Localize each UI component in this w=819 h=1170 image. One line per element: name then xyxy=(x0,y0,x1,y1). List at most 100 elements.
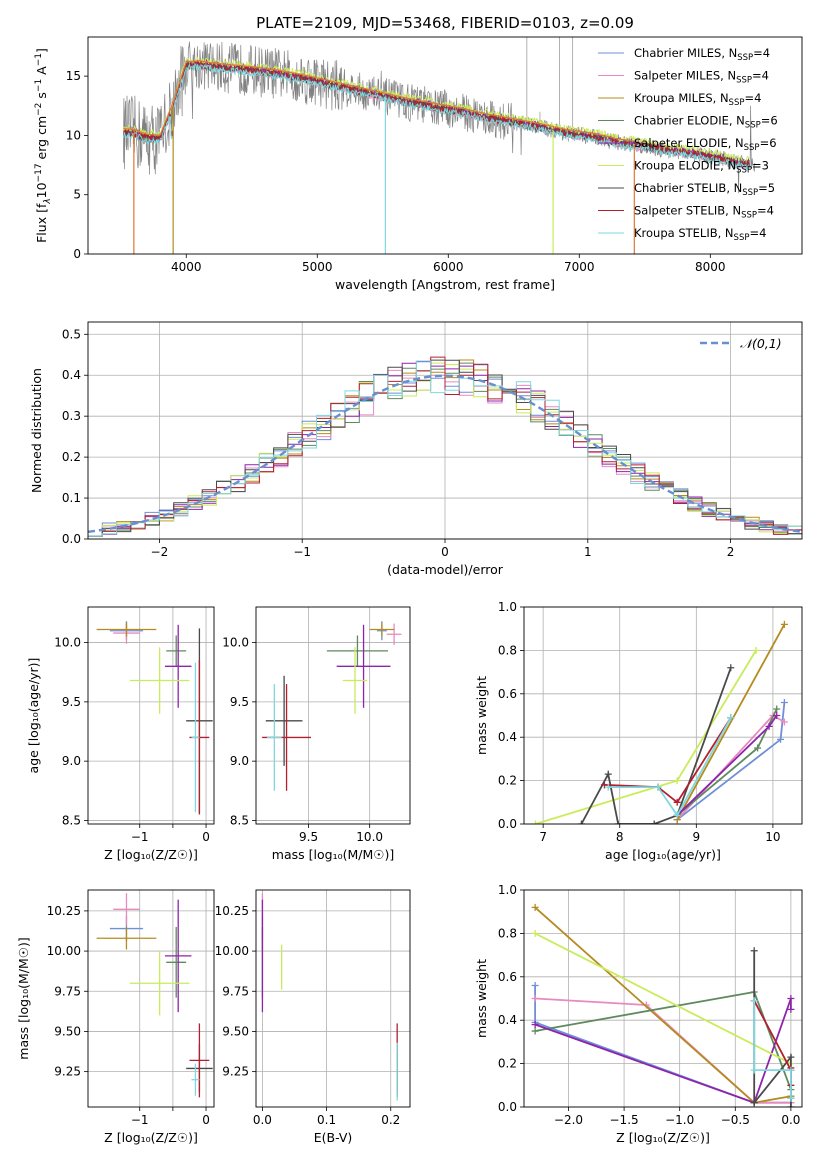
legend-label-tail: =6 xyxy=(760,136,777,150)
y-axis-label: mass weight xyxy=(474,676,489,755)
y-tick-label: 1.0 xyxy=(498,600,517,614)
weight-marker xyxy=(673,811,681,819)
weight-marker xyxy=(773,712,781,719)
weight-marker xyxy=(604,770,612,778)
axes-frame xyxy=(87,36,803,255)
legend-label-base: Salpeter ELODIE, N xyxy=(634,136,744,150)
y-tick-label: 10.0 xyxy=(54,636,81,650)
y-tick-label: 10.0 xyxy=(222,636,249,650)
axes-frame xyxy=(87,606,215,825)
x-tick-label: 0 xyxy=(441,545,449,559)
x-tick-label: −1 xyxy=(131,1113,149,1127)
y-tick-label: 10 xyxy=(66,128,81,142)
y-tick-label: 0.0 xyxy=(498,817,517,831)
x-tick-label: 0.1 xyxy=(317,1113,336,1127)
x-tick-label: −1 xyxy=(293,545,311,559)
axes: 9.5 10.0 8.5 9.0 9.5 10.0 mass [log₁₀(M/M☉)] xyxy=(222,606,411,862)
mass-weight-vs-age-panel: 7 8 9 10 0.0 0.2 0.4 0.6 0.8 1.0 age [log₁₀(age/yr… xyxy=(474,600,803,862)
mass-weight-vs-Z-panel: −2.0 −1.5 −1.0 −0.5 0.0 0.0 0.2 0.4 0.6 0.8 1.0 Z [… xyxy=(474,883,803,1145)
y-tick-label: 10.00 xyxy=(215,944,249,958)
legend-label-base: Chabrier MILES, N xyxy=(634,46,737,60)
x-tick-label: −0.5 xyxy=(721,1113,750,1127)
weight-marker xyxy=(650,820,658,824)
weight-marker xyxy=(787,1005,795,1013)
weight-line-kroupa-miles xyxy=(534,906,792,1104)
model-line-kroupa-stelib xyxy=(122,62,750,170)
legend-label-tail: =4 xyxy=(749,226,766,240)
weight-marker xyxy=(787,1103,795,1107)
y-tick-label: 1.0 xyxy=(498,883,517,897)
y-tick-label: 8.5 xyxy=(62,813,81,827)
histogram-salpeter-stelib xyxy=(88,356,802,537)
x-axis-label: age [log₁₀(age/yr)] xyxy=(605,847,721,862)
y-label-part: ] xyxy=(34,48,49,53)
y-label-part: −17 xyxy=(34,163,44,182)
plot-area xyxy=(262,621,402,791)
weight-line-salpeter-miles xyxy=(676,714,785,821)
x-tick-label: 0 xyxy=(202,1113,210,1127)
x-tick-label: 8 xyxy=(616,830,624,844)
axes: −2 −1 0 1 2 0.0 0.1 0.2 0.3 0.4 0.5 (data-model)/er… xyxy=(29,321,803,577)
legend-label-tail: =6 xyxy=(761,114,778,128)
axes-frame xyxy=(87,889,215,1108)
axes: −1 0 9.25 9.50 9.75 10.00 10.25 Z [log₁₀(Z/Z☉)]… xyxy=(16,889,215,1145)
y-tick-label: 10.25 xyxy=(47,904,81,918)
axes: −1 0 8.5 9.0 9.5 10.0 Z [log₁₀(Z/Z☉)] age [log₁… xyxy=(26,606,215,862)
plot-area xyxy=(88,356,802,537)
weight-marker xyxy=(780,698,788,706)
y-tick-label: 9.0 xyxy=(230,754,249,768)
figure-title: PLATE=2109, MJD=53468, FIBERID=0103, z=0… xyxy=(256,14,634,32)
legend-label: 𝒩(0,1) xyxy=(740,336,782,351)
grid xyxy=(256,890,410,1107)
axes-frame xyxy=(523,889,803,1108)
weight-line-chabrier-stelib xyxy=(580,667,732,824)
weight-marker xyxy=(754,744,762,752)
axes-frame xyxy=(87,321,803,540)
residuals-panel: −2 −1 0 1 2 0.0 0.1 0.2 0.3 0.4 0.5 (data-model)/er… xyxy=(29,321,803,577)
x-axis-label: Z [log₁₀(Z/Z☉)] xyxy=(616,1130,710,1145)
y-axis-label: mass weight xyxy=(474,959,489,1038)
axes: 7 8 9 10 0.0 0.2 0.4 0.6 0.8 1.0 age [log₁₀(age/yr… xyxy=(474,600,803,862)
mass-vs-Z-panel: −1 0 9.25 9.50 9.75 10.00 10.25 Z [log₁₀(Z/Z☉)]… xyxy=(16,889,215,1145)
weight-line-chabrier-elodie xyxy=(534,990,792,1090)
y-tick-label: 0.4 xyxy=(498,730,517,744)
weight-marker xyxy=(727,714,735,722)
x-tick-label: 1 xyxy=(584,545,592,559)
x-tick-label: −1 xyxy=(131,830,149,844)
y-tick-label: 10.25 xyxy=(215,904,249,918)
axes: 4000 5000 6000 7000 8000 0 5 10 15 wavelength [An… xyxy=(34,36,803,292)
x-tick-label: −1.5 xyxy=(610,1113,639,1127)
weight-marker xyxy=(750,1099,758,1107)
y-label-part: −1 xyxy=(34,53,44,66)
y-tick-label: 0.1 xyxy=(62,491,81,505)
weight-marker xyxy=(600,781,608,789)
weight-marker xyxy=(531,820,539,824)
y-tick-label: 9.75 xyxy=(222,984,249,998)
legend-label-sub: SSP xyxy=(736,76,752,86)
legend-label-base: Kroupa MILES, N xyxy=(634,91,729,105)
legend-label-sub: SSP xyxy=(736,166,752,176)
y-tick-label: 0.2 xyxy=(498,1057,517,1071)
plot-area xyxy=(261,893,398,1101)
weight-marker xyxy=(531,995,539,1002)
grid xyxy=(88,607,214,824)
weight-line-salpeter-stelib xyxy=(604,717,732,804)
y-axis-label: mass [log₁₀(M/M☉)] xyxy=(16,937,31,1059)
legend-label-sub: SSP xyxy=(737,53,753,63)
x-tick-label: 0.0 xyxy=(253,1113,272,1127)
legend-label-sub: SSP xyxy=(742,188,758,198)
y-tick-label: 0.3 xyxy=(62,409,81,423)
x-tick-label: 10 xyxy=(765,830,780,844)
x-axis-label: mass [log₁₀(M/M☉)] xyxy=(272,847,394,862)
y-tick-label: 0.6 xyxy=(498,687,517,701)
y-tick-label: 9.5 xyxy=(62,695,81,709)
weight-marker xyxy=(780,718,788,726)
legend-label-sub: SSP xyxy=(741,211,757,221)
legend-label-base: Kroupa ELODIE, N xyxy=(634,159,736,173)
x-tick-label: 4000 xyxy=(171,260,202,274)
legend-label-base: Kroupa STELIB, N xyxy=(634,226,734,240)
y-tick-label: 0.6 xyxy=(498,970,517,984)
y-tick-label: 9.75 xyxy=(54,984,81,998)
